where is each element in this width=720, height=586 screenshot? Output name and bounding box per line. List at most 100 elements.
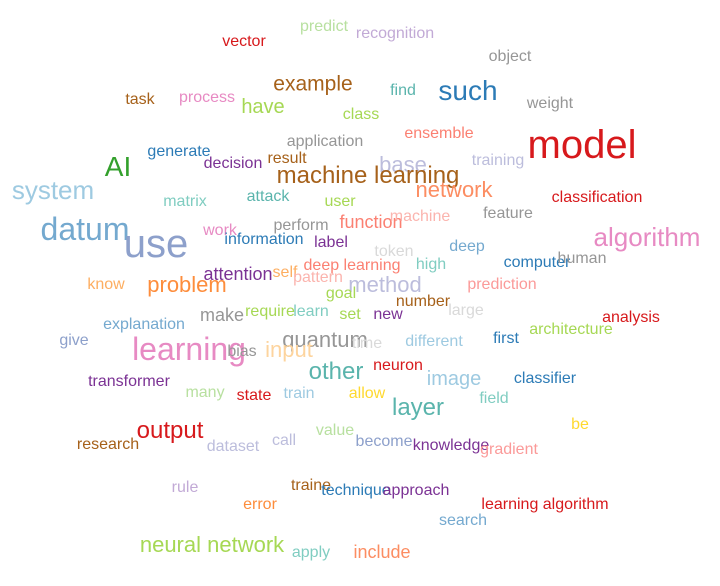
word-application: application	[286, 133, 364, 150]
word-object: object	[488, 48, 532, 65]
word-know: know	[87, 276, 125, 293]
word-allow: allow	[348, 385, 386, 402]
word-classifier: classifier	[513, 370, 577, 387]
word-human: human	[557, 250, 607, 267]
word-vector: vector	[222, 33, 266, 50]
word-task: task	[125, 91, 155, 108]
word-many: many	[185, 384, 225, 401]
word-have: have	[241, 96, 285, 118]
word-analysis: analysis	[602, 309, 660, 326]
word-explanation: explanation	[103, 316, 185, 333]
word-self: self	[272, 264, 298, 281]
word-prediction: prediction	[467, 276, 537, 293]
word-neuron: neuron	[373, 357, 423, 374]
word-weight: weight	[526, 95, 574, 112]
word-call: call	[271, 432, 297, 449]
word-feature: feature	[483, 205, 533, 222]
word-number: number	[395, 293, 451, 310]
word-machine-learning: machine learning	[276, 162, 460, 189]
word-work: work	[203, 222, 237, 239]
word-knowledge: knowledge	[412, 437, 490, 454]
word-other: other	[308, 358, 364, 385]
word-transformer: transformer	[88, 373, 170, 390]
word-include: include	[353, 542, 411, 562]
word-learn: learn	[293, 303, 329, 320]
word-new: new	[373, 306, 403, 323]
word-algorithm: algorithm	[593, 222, 701, 252]
word-search: search	[438, 512, 488, 529]
word-attention: attention	[203, 264, 273, 284]
word-information: information	[224, 231, 304, 248]
word-find: find	[390, 82, 416, 99]
word-recognition: recognition	[355, 25, 435, 42]
word-class: class	[342, 106, 380, 123]
word-first: first	[493, 330, 519, 347]
word-value: value	[315, 422, 355, 439]
word-rule: rule	[171, 479, 199, 496]
word-quantum: quantum	[282, 327, 368, 352]
word-decision: decision	[203, 155, 263, 172]
word-process: process	[178, 89, 236, 106]
word-method: method	[348, 272, 422, 297]
word-approach: approach	[382, 482, 450, 499]
word-error: error	[243, 496, 277, 513]
word-goal: goal	[325, 285, 357, 302]
word-generate: generate	[147, 143, 211, 160]
word-datum: datum	[40, 211, 130, 247]
word-ensemble: ensemble	[404, 125, 474, 142]
word-matrix: matrix	[163, 193, 207, 210]
word-field: field	[479, 390, 509, 407]
word-traine: traine	[290, 477, 332, 494]
word-deep-learning: deep learning	[303, 257, 401, 274]
word-give: give	[59, 332, 89, 349]
word-require: require	[245, 303, 295, 320]
word-system: system	[11, 175, 95, 205]
word-layer: layer	[391, 394, 445, 421]
word-neural-network: neural network	[139, 532, 285, 557]
word-learning: learning	[132, 331, 246, 367]
word-learning-algorithm: learning algorithm	[481, 496, 609, 513]
word-perform: perform	[273, 217, 329, 234]
word-gradient: gradient	[480, 441, 538, 458]
word-train: train	[283, 385, 315, 402]
word-research: research	[76, 436, 140, 453]
word-label: label	[314, 234, 348, 251]
word-user: user	[324, 193, 356, 210]
word-make: make	[199, 305, 245, 325]
word-classification: classification	[551, 189, 643, 206]
word-output: output	[136, 417, 204, 444]
word-such: such	[438, 75, 498, 106]
word-be: be	[571, 416, 589, 433]
word-model: model	[527, 123, 637, 167]
word-image: image	[426, 368, 482, 390]
word-training: training	[471, 152, 525, 169]
word-technique: technique	[321, 482, 391, 499]
word-different: different	[405, 333, 463, 350]
word-large: large	[448, 302, 484, 319]
word-result: result	[267, 150, 307, 167]
word-pattern: pattern	[293, 269, 343, 286]
word-architecture: architecture	[529, 321, 613, 338]
word-time: time	[351, 335, 383, 352]
word-high: high	[415, 256, 447, 273]
word-dataset: dataset	[206, 438, 260, 455]
word-use: use	[123, 222, 189, 266]
word-problem: problem	[147, 272, 227, 297]
word-function: function	[339, 212, 403, 232]
word-input: input	[265, 337, 313, 362]
word-computer: computer	[503, 254, 571, 271]
word-machine: machine	[389, 208, 451, 225]
word-attack: attack	[246, 188, 290, 205]
word-deep: deep	[449, 238, 485, 255]
word-state: state	[236, 387, 272, 404]
word-token: token	[374, 243, 414, 260]
word-base: base	[379, 152, 427, 177]
word-example: example	[273, 72, 353, 96]
word-apply: apply	[291, 544, 331, 561]
word-ai: AI	[104, 151, 132, 182]
word-set: set	[339, 306, 361, 323]
word-predict: predict	[299, 18, 349, 35]
word-network: network	[415, 177, 493, 202]
word-bias: bias	[227, 343, 257, 360]
